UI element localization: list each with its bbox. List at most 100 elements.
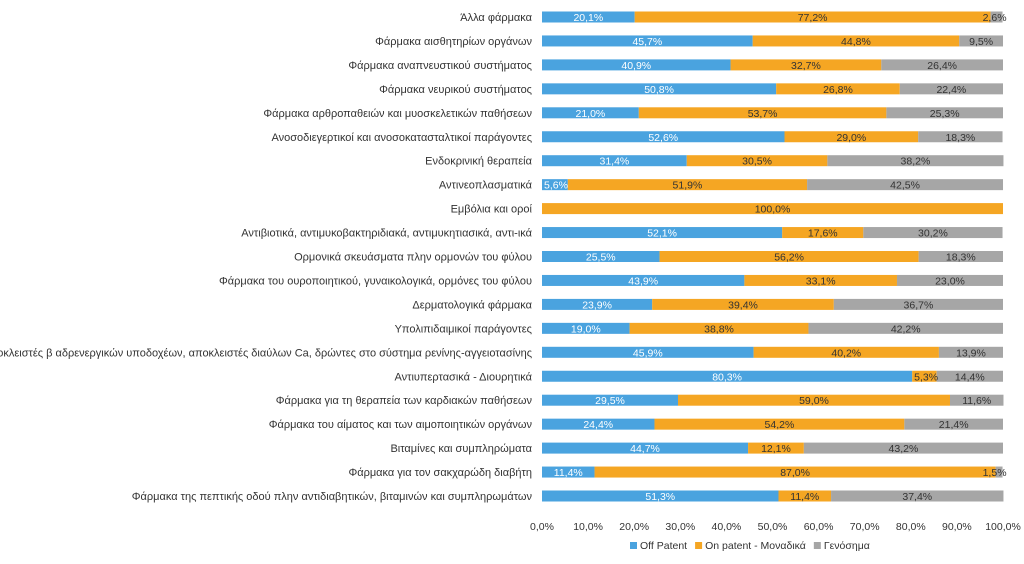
- legend-item: Γενόσημα: [824, 540, 870, 552]
- bar-segment: [918, 251, 1003, 262]
- x-axis-tick-labels: 0,0% 10,0% 20,0% 30,0% 40,0% 50,0% 60,0% 70,0% 8…: [530, 521, 1021, 533]
- data-label: 22,4%: [936, 84, 966, 96]
- data-label: 45,7%: [632, 36, 662, 48]
- bar-segment: [896, 274, 1003, 286]
- bars: [542, 11, 1004, 502]
- bar-segment: [807, 179, 1004, 191]
- bar-segment: [659, 251, 919, 262]
- data-label: 23,0%: [935, 275, 965, 287]
- bar-segment: [881, 59, 1003, 71]
- bar-segment: [542, 35, 753, 47]
- data-label: 44,7%: [630, 443, 660, 455]
- category-label: Υπολιπιδαιμικοί παράγοντες: [395, 323, 532, 335]
- data-label: 43,9%: [628, 275, 658, 287]
- x-tick-label: 20,0%: [619, 521, 649, 533]
- data-label: 24,4%: [583, 419, 613, 431]
- bar-segment: [776, 83, 900, 95]
- data-label: 44,8%: [841, 36, 871, 48]
- category-label: Αντιυπερτασικά - Διουρητικά: [394, 371, 532, 383]
- bar-segment: [730, 59, 882, 71]
- data-label: 40,2%: [831, 347, 861, 359]
- data-label: 30,5%: [742, 156, 772, 168]
- data-label: 12,1%: [761, 443, 791, 455]
- category-label: Φάρμακα αναπνευστικού συστήματος: [348, 60, 532, 72]
- bar-segment: [778, 490, 832, 502]
- data-label: 37,4%: [902, 491, 932, 503]
- bar-segment: [542, 490, 779, 502]
- data-label: 32,7%: [791, 60, 821, 72]
- data-label: 18,3%: [945, 132, 975, 144]
- legend-swatch: [813, 542, 821, 549]
- bar-segment: [629, 322, 809, 334]
- legend-swatch: [695, 542, 703, 549]
- data-label: 14,4%: [955, 371, 985, 383]
- bar-segment: [938, 346, 1003, 358]
- bar-segment: [542, 11, 635, 23]
- bar-segment: [904, 418, 1003, 430]
- bar-segment: [784, 131, 919, 143]
- data-label: 77,2%: [798, 12, 828, 24]
- bar-segment: [936, 370, 1003, 382]
- bar-segment: [748, 442, 804, 454]
- data-label: 29,0%: [836, 132, 866, 144]
- category-label: Φάρμακα του ουροποιητικού, γυναικολογικά…: [219, 275, 532, 287]
- data-label: 45,9%: [633, 347, 663, 359]
- data-label: 100,0%: [755, 204, 791, 216]
- data-label: 40,9%: [621, 60, 651, 72]
- data-label: 19,0%: [571, 323, 601, 335]
- bar-segment: [542, 322, 630, 334]
- data-labels: 20,1% 77,2% 2,6%45,7% 44,8% 9,5%40,9% 32,7% 26…: [544, 12, 1007, 503]
- bar-segment: [594, 466, 996, 478]
- data-label: 52,6%: [648, 132, 678, 144]
- legend-swatch: [630, 542, 637, 549]
- data-label: 59,0%: [799, 395, 829, 407]
- category-label: Φάρμακα της πεπτικής οδού πλην αντιδιαβη…: [132, 491, 533, 503]
- bar-segment: [652, 298, 834, 310]
- bar-segment: [542, 203, 1003, 215]
- data-label: 1,5%: [983, 467, 1007, 479]
- data-label: 21,0%: [576, 108, 606, 120]
- bar-segment: [918, 131, 1003, 143]
- bar-segment: [638, 107, 887, 119]
- category-label: Φάρμακα του αίματος και των αιμοποιητικώ…: [269, 419, 533, 431]
- legend-item: Off Patent: [640, 540, 687, 552]
- data-label: 26,4%: [927, 60, 957, 72]
- bar-segment: [753, 346, 939, 358]
- data-label: 9,5%: [969, 36, 993, 48]
- data-label: 43,2%: [889, 443, 919, 455]
- bar-segment: [542, 179, 568, 191]
- bar-segment: [808, 322, 1003, 334]
- bar-segment: [752, 35, 960, 47]
- bar-segment: [949, 394, 1004, 406]
- bar-segment: [542, 155, 687, 167]
- data-label: 36,7%: [904, 299, 934, 311]
- x-tick-label: 50,0%: [758, 521, 788, 533]
- data-label: 11,4%: [554, 467, 583, 479]
- bar-segment: [990, 11, 1003, 23]
- bar-segment: [542, 107, 639, 119]
- bar-segment: [744, 274, 897, 286]
- bar-segment: [542, 370, 913, 382]
- bar-segment: [863, 227, 1003, 239]
- data-label: 53,7%: [748, 108, 778, 120]
- bar-segment: [542, 442, 749, 454]
- data-label: 5,6%: [544, 180, 568, 192]
- data-label: 2,6%: [983, 12, 1007, 24]
- legend: Off Patent On patent - Μοναδικά Γενόσημα: [630, 540, 870, 552]
- category-label: Ενδοκρινική θεραπεία: [425, 156, 532, 168]
- category-labels: Άλλα φάρμακα Φάρμακα αισθητηρίων οργάνων Φ…: [0, 12, 533, 503]
- category-label: Φάρμακα αρθροπαθειών και μυοσκελετικών π…: [263, 108, 532, 120]
- data-label: 29,5%: [595, 395, 625, 407]
- data-label: 25,3%: [930, 108, 960, 120]
- bar-segment: [886, 107, 1003, 119]
- bar-segment: [542, 274, 745, 286]
- bar-segment: [827, 155, 1004, 167]
- bar-segment: [542, 394, 678, 406]
- x-tick-label: 70,0%: [850, 521, 880, 533]
- data-label: 51,9%: [673, 180, 703, 192]
- bar-segment: [634, 11, 991, 23]
- bar-segment: [831, 490, 1004, 502]
- data-label: 33,1%: [806, 275, 836, 287]
- data-label: 18,3%: [946, 252, 976, 264]
